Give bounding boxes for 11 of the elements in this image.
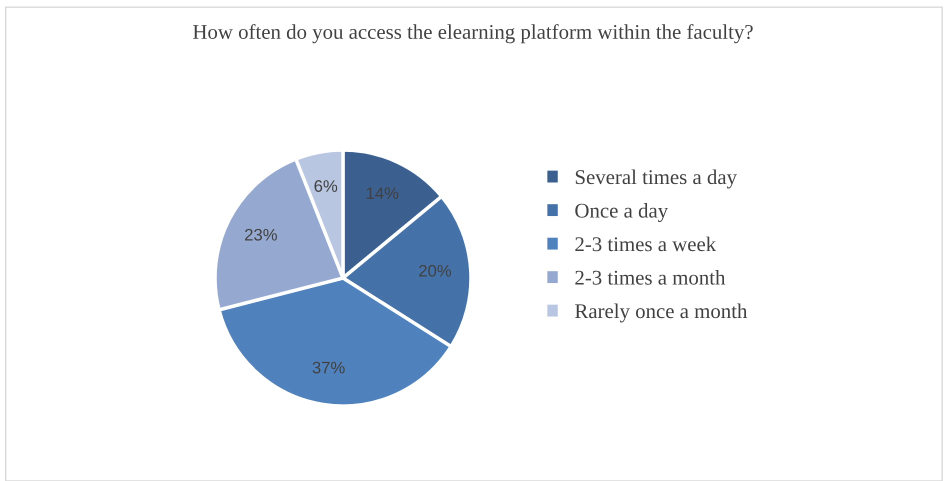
data-label: 23% <box>245 228 277 241</box>
data-label: 6% <box>314 180 338 192</box>
legend-label: Several times a day <box>576 170 737 188</box>
legend-label: Once a day <box>575 203 668 222</box>
data-label: 14% <box>366 187 398 200</box>
legend-label: 2-3 times a week <box>575 236 716 252</box>
legend-label: 2-3 times a month <box>575 270 726 285</box>
legend-label: Rarely once a month <box>575 304 748 322</box>
data-label: 37% <box>312 362 345 374</box>
chart-title: How often do you access the elearning platform within the faculty? <box>193 24 753 44</box>
data-label: 20% <box>419 264 452 277</box>
